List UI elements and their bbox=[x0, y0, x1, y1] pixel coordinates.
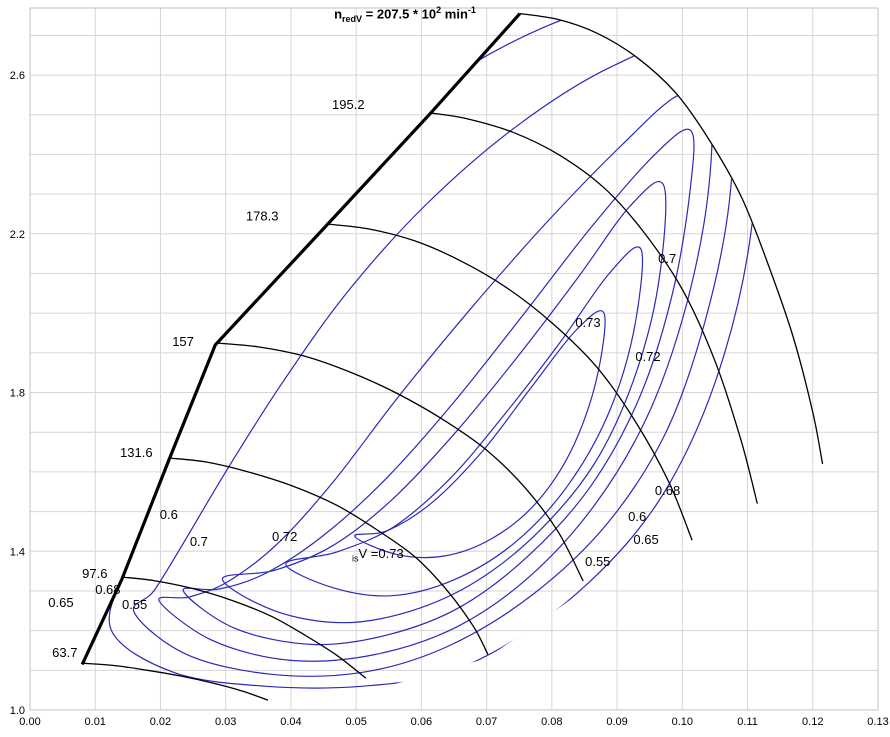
x-tick-label-0.08: 0.08 bbox=[541, 716, 562, 728]
title-unit-exponent: -1 bbox=[467, 5, 476, 15]
y-axis-ticks: 1.0 1.4 1.8 2.2 2.6 bbox=[10, 70, 25, 717]
speed-line-title: nredV = 207.5 * 102 min-1 bbox=[285, 5, 525, 24]
y-tick-label-1.4: 1.4 bbox=[10, 546, 25, 558]
x-tick-label-0.12: 0.12 bbox=[802, 716, 823, 728]
x-tick-label-0.01: 0.01 bbox=[85, 716, 106, 728]
x-tick-label-0.05: 0.05 bbox=[345, 716, 366, 728]
speed-line-63.7 bbox=[82, 662, 269, 701]
y-tick-label-1.0: 1.0 bbox=[10, 705, 25, 717]
chart-label-97.6: 97.6 bbox=[82, 566, 107, 581]
x-tick-label-0.02: 0.02 bbox=[150, 716, 171, 728]
efficiency-contours bbox=[108, 13, 759, 689]
chart-label-0.7: 0.7 bbox=[658, 251, 676, 266]
title-var: n bbox=[334, 6, 343, 22]
isv-value: V =0.73 bbox=[358, 546, 404, 561]
x-tick-label-0.10: 0.10 bbox=[672, 716, 693, 728]
chart-label-157: 157 bbox=[172, 334, 194, 349]
chart-label-0.6: 0.6 bbox=[628, 509, 646, 524]
speed-line-97.6 bbox=[121, 576, 367, 679]
efficiency-contour-0.55 bbox=[108, 13, 759, 689]
grid bbox=[29, 8, 879, 711]
speed-line-157 bbox=[215, 342, 584, 582]
speed-line-178.3 bbox=[326, 223, 693, 541]
chart-label-0.68: 0.68 bbox=[655, 483, 680, 498]
x-tick-label-0.06: 0.06 bbox=[411, 716, 432, 728]
speed-line-131.6 bbox=[168, 457, 489, 655]
x-tick-label-0.00: 0.00 bbox=[19, 716, 40, 728]
chart-label-0.73: 0.73 bbox=[575, 315, 600, 330]
chart-label-0.72: 0.72 bbox=[272, 529, 297, 544]
speed-lines bbox=[82, 12, 824, 701]
efficiency-contour-0.73 bbox=[354, 310, 606, 559]
efficiency-contour-legend: isV =0.73 bbox=[352, 546, 404, 564]
title-var-subscript: redV bbox=[342, 13, 363, 24]
chart-label-0.7: 0.7 bbox=[190, 534, 208, 549]
efficiency-contour-0.65 bbox=[158, 90, 713, 662]
speed-line-207.5 bbox=[519, 12, 824, 465]
x-tick-label-0.07: 0.07 bbox=[476, 716, 497, 728]
x-tick-label-0.13: 0.13 bbox=[867, 716, 888, 728]
plot-border bbox=[29, 7, 879, 711]
efficiency-contour-0.68 bbox=[182, 128, 695, 646]
chart-label-0.72: 0.72 bbox=[635, 349, 660, 364]
chart-label-0.65: 0.65 bbox=[48, 595, 73, 610]
y-tick-label-1.8: 1.8 bbox=[10, 388, 25, 400]
x-tick-label-0.04: 0.04 bbox=[280, 716, 301, 728]
isv-subscript: is bbox=[352, 553, 359, 564]
chart-label-0.55: 0.55 bbox=[122, 597, 147, 612]
title-unit: min bbox=[441, 6, 468, 22]
chart-label-195.2: 195.2 bbox=[332, 97, 365, 112]
speed-line-195.2 bbox=[429, 112, 758, 504]
chart-labels: 63.7 97.6 131.6 157 178.3 195.2 0.6 0.7 0.72 0.68… bbox=[48, 97, 680, 660]
chart-label-178.3: 178.3 bbox=[246, 208, 279, 223]
x-tick-label-0.03: 0.03 bbox=[215, 716, 236, 728]
chart-label-131.6: 131.6 bbox=[120, 445, 153, 460]
x-axis-ticks: 0.00 0.01 0.02 0.03 0.04 0.05 0.06 0.07 0.08 0.09… bbox=[19, 716, 888, 728]
efficiency-contour-0.72 bbox=[285, 246, 644, 597]
chart-label-0.55: 0.55 bbox=[585, 554, 610, 569]
chart-label-63.7: 63.7 bbox=[52, 645, 77, 660]
title-equation: = 207.5 * 10 bbox=[362, 6, 437, 22]
chart-label-0.6: 0.6 bbox=[160, 507, 178, 522]
title-exponent: 2 bbox=[436, 5, 442, 15]
x-tick-label-0.11: 0.11 bbox=[737, 716, 758, 728]
y-tick-label-2.6: 2.6 bbox=[10, 70, 25, 82]
surge-line bbox=[80, 12, 522, 666]
chart-label-0.65: 0.65 bbox=[633, 532, 658, 547]
x-tick-label-0.09: 0.09 bbox=[606, 716, 627, 728]
efficiency-contour-0.7 bbox=[221, 180, 667, 624]
chart-label-0.68: 0.68 bbox=[95, 582, 120, 597]
y-tick-label-2.2: 2.2 bbox=[10, 229, 25, 241]
